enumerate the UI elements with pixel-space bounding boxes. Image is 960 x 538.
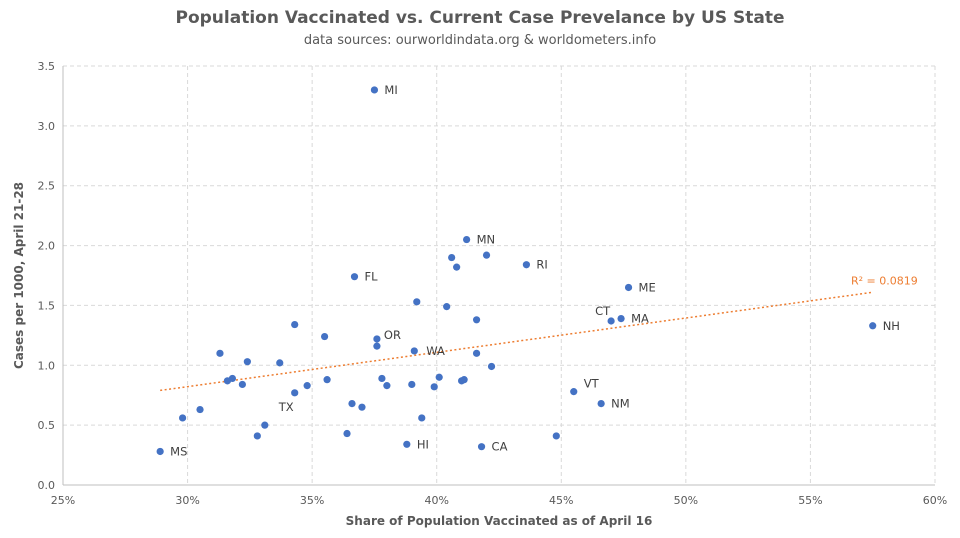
- chart-title: Population Vaccinated vs. Current Case P…: [175, 8, 785, 28]
- y-tick-label: 1.5: [38, 299, 56, 312]
- point-labels: MI MN RI FL ME CT MA NH OR WA TX VT NM HI CA MS: [170, 83, 900, 459]
- y-tick-label: 0.0: [38, 479, 56, 492]
- x-tick-label: 50%: [674, 494, 698, 507]
- data-point: [156, 447, 164, 456]
- data-point: [373, 342, 381, 350]
- trendline-group: R² = 0.0819: [160, 274, 918, 392]
- data-point: [624, 283, 633, 292]
- data-point: [463, 235, 471, 244]
- gridlines: [63, 65, 936, 485]
- point-label-nh: NH: [883, 319, 900, 333]
- point-label-ct: CT: [595, 304, 611, 318]
- data-point: [291, 320, 299, 329]
- x-tick-label: 40%: [424, 494, 448, 507]
- data-point: [869, 322, 877, 330]
- data-point: [378, 374, 386, 383]
- chart-subtitle: data sources: ourworldindata.org & world…: [303, 33, 657, 48]
- data-point: [472, 316, 481, 324]
- data-point: [453, 263, 461, 271]
- trendline: [160, 291, 873, 392]
- data-point: [617, 314, 625, 323]
- data-point: [383, 382, 391, 390]
- data-point: [323, 376, 331, 384]
- x-tick-label: 45%: [549, 494, 573, 507]
- data-point: [373, 335, 381, 343]
- data-point: [358, 403, 366, 411]
- point-label-fl: FL: [364, 270, 378, 284]
- data-point: [350, 273, 359, 281]
- y-tick-label: 2.0: [38, 240, 56, 253]
- data-point: [418, 414, 426, 422]
- y-tick-label: 2.5: [38, 180, 56, 193]
- x-tick-label: 55%: [798, 494, 822, 507]
- data-point: [443, 303, 451, 311]
- x-tick-label: 35%: [300, 494, 324, 507]
- data-point: [458, 377, 466, 385]
- data-point: [477, 443, 486, 451]
- point-label-mn: MN: [477, 233, 496, 247]
- tick-labels: 0.0 0.5 1.0 1.5 2.0 2.5 3.0 3.5 25% 30% 35% 40% 45% 5…: [38, 60, 948, 507]
- data-point: [482, 251, 491, 259]
- axes: [62, 66, 935, 486]
- data-point: [348, 399, 356, 408]
- data-point: [276, 359, 284, 367]
- data-point: [403, 440, 411, 448]
- data-point: [472, 349, 481, 357]
- data-point: [321, 332, 329, 341]
- y-tick-label: 1.0: [38, 359, 56, 372]
- y-tick-label: 0.5: [38, 419, 56, 432]
- x-tick-label: 30%: [175, 494, 199, 507]
- data-point: [303, 382, 311, 390]
- data-point: [343, 429, 351, 438]
- data-point: [291, 389, 299, 397]
- data-point: [243, 358, 251, 366]
- data-point: [228, 374, 237, 383]
- y-tick-label: 3.5: [38, 60, 56, 73]
- point-label-ma: MA: [631, 312, 649, 326]
- data-point: [216, 349, 224, 357]
- point-label-ca: CA: [492, 440, 508, 454]
- point-label-nm: NM: [611, 397, 630, 411]
- point-label-hi: HI: [417, 437, 429, 451]
- x-tick-label: 25%: [51, 494, 75, 507]
- data-point: [522, 261, 531, 269]
- data-point: [261, 421, 269, 429]
- point-label-vt: VT: [584, 377, 600, 391]
- r-squared-label: R² = 0.0819: [851, 274, 918, 287]
- x-tick-label: 60%: [923, 494, 947, 507]
- point-label-mi: MI: [384, 83, 397, 97]
- y-axis-title: Cases per 1000, April 21-28: [12, 182, 26, 369]
- y-tick-label: 3.0: [38, 120, 56, 133]
- data-point: [570, 388, 578, 396]
- data-point: [196, 405, 204, 414]
- data-points: [156, 86, 877, 456]
- data-point: [178, 414, 187, 422]
- data-point: [238, 380, 246, 389]
- x-axis-title: Share of Population Vaccinated as of Apr…: [346, 514, 653, 528]
- data-point: [408, 380, 416, 389]
- data-point: [410, 347, 418, 355]
- data-point: [370, 86, 379, 94]
- point-label-tx: TX: [278, 400, 294, 414]
- data-point: [413, 298, 421, 306]
- data-point: [435, 373, 443, 381]
- point-label-wa: WA: [426, 344, 445, 358]
- point-label-ms: MS: [170, 444, 187, 458]
- data-point: [253, 432, 261, 440]
- point-label-or: OR: [384, 328, 401, 342]
- data-point: [448, 253, 456, 262]
- point-label-ri: RI: [536, 258, 547, 272]
- point-label-me: ME: [639, 280, 656, 294]
- data-point: [597, 399, 605, 408]
- data-point: [487, 362, 496, 371]
- data-point: [607, 317, 615, 325]
- data-point: [430, 383, 438, 391]
- data-point: [552, 432, 560, 440]
